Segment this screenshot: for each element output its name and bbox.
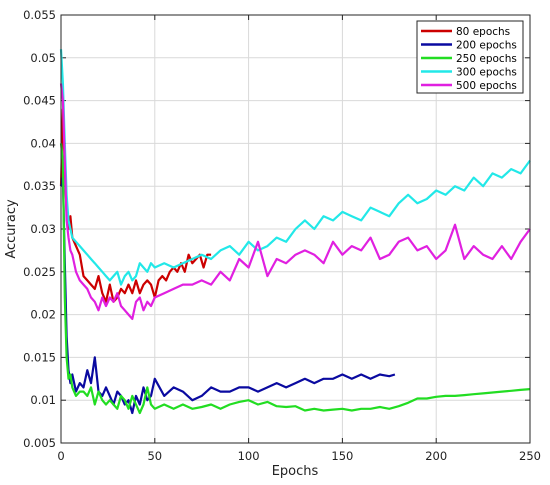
x-tick-label: 50 xyxy=(147,449,162,463)
y-tick-labels: 0.005 0.01 0.015 0.02 0.025 0.03 0.035 0.04 0.04… xyxy=(23,8,56,450)
series-lines xyxy=(59,49,531,415)
x-tick-label: 0 xyxy=(57,449,64,463)
x-axis-label: Epochs xyxy=(272,464,319,479)
series-line-300-epochs xyxy=(59,49,531,286)
y-tick-label: 0.005 xyxy=(23,436,56,450)
y-tick-label: 0.01 xyxy=(30,393,56,407)
legend-label-300-epochs: 300 epochs xyxy=(456,67,517,79)
y-axis-label: Accuracy xyxy=(4,199,19,259)
legend-label-200-epochs: 200 epochs xyxy=(456,40,517,52)
y-tick-label: 0.045 xyxy=(23,94,56,108)
x-tick-labels: 0 50 100 150 200 250 xyxy=(57,449,541,463)
y-tick-label: 0.015 xyxy=(23,350,56,364)
series-line-200-epochs xyxy=(59,176,396,415)
series-line-250-epochs xyxy=(59,143,531,415)
x-tick-label: 200 xyxy=(425,449,447,463)
legend-label-250-epochs: 250 epochs xyxy=(456,53,517,65)
legend-label-500-epochs: 500 epochs xyxy=(456,80,517,92)
series-line-80-epochs xyxy=(59,108,212,303)
y-tick-label: 0.035 xyxy=(23,179,56,193)
y-tick-label: 0.055 xyxy=(23,8,56,22)
y-tick-label: 0.04 xyxy=(30,136,56,150)
x-tick-label: 250 xyxy=(519,449,541,463)
x-tick-label: 100 xyxy=(238,449,260,463)
y-tick-label: 0.02 xyxy=(30,308,56,322)
y-tick-label: 0.025 xyxy=(23,265,56,279)
y-tick-label: 0.03 xyxy=(30,222,56,236)
legend-label-80-epochs: 80 epochs xyxy=(456,26,510,38)
plot-frame xyxy=(60,14,531,444)
x-tick-label: 150 xyxy=(331,449,353,463)
series-line-500-epochs xyxy=(59,83,531,320)
y-tick-label: 0.05 xyxy=(30,51,56,65)
